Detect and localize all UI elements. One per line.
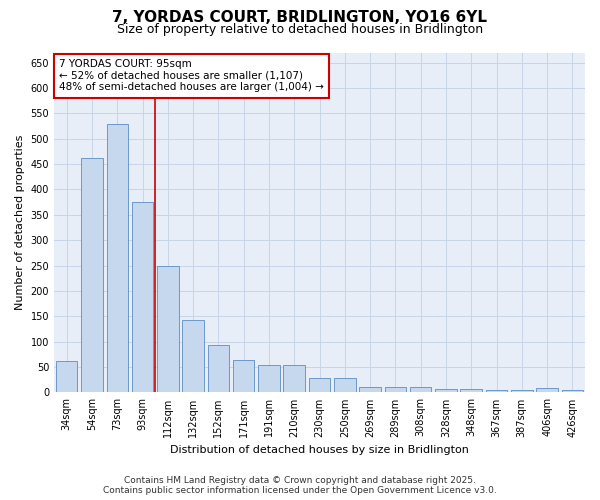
Bar — [511, 390, 533, 392]
Bar — [562, 390, 583, 392]
Bar — [334, 378, 356, 392]
Bar — [460, 389, 482, 392]
Text: Size of property relative to detached houses in Bridlington: Size of property relative to detached ho… — [117, 22, 483, 36]
Bar — [258, 364, 280, 392]
Bar — [359, 388, 381, 392]
Y-axis label: Number of detached properties: Number of detached properties — [15, 135, 25, 310]
Bar — [107, 124, 128, 392]
Text: Contains HM Land Registry data © Crown copyright and database right 2025.
Contai: Contains HM Land Registry data © Crown c… — [103, 476, 497, 495]
Bar — [486, 390, 507, 392]
Bar — [208, 345, 229, 393]
Bar — [410, 388, 431, 392]
Text: 7 YORDAS COURT: 95sqm
← 52% of detached houses are smaller (1,107)
48% of semi-d: 7 YORDAS COURT: 95sqm ← 52% of detached … — [59, 60, 324, 92]
Text: 7, YORDAS COURT, BRIDLINGTON, YO16 6YL: 7, YORDAS COURT, BRIDLINGTON, YO16 6YL — [113, 10, 487, 25]
Bar — [233, 360, 254, 392]
Bar — [435, 389, 457, 392]
X-axis label: Distribution of detached houses by size in Bridlington: Distribution of detached houses by size … — [170, 445, 469, 455]
Bar — [81, 158, 103, 392]
Bar — [56, 361, 77, 392]
Bar — [132, 202, 153, 392]
Bar — [157, 266, 179, 392]
Bar — [182, 320, 204, 392]
Bar — [283, 364, 305, 392]
Bar — [309, 378, 330, 392]
Bar — [536, 388, 558, 392]
Bar — [385, 388, 406, 392]
